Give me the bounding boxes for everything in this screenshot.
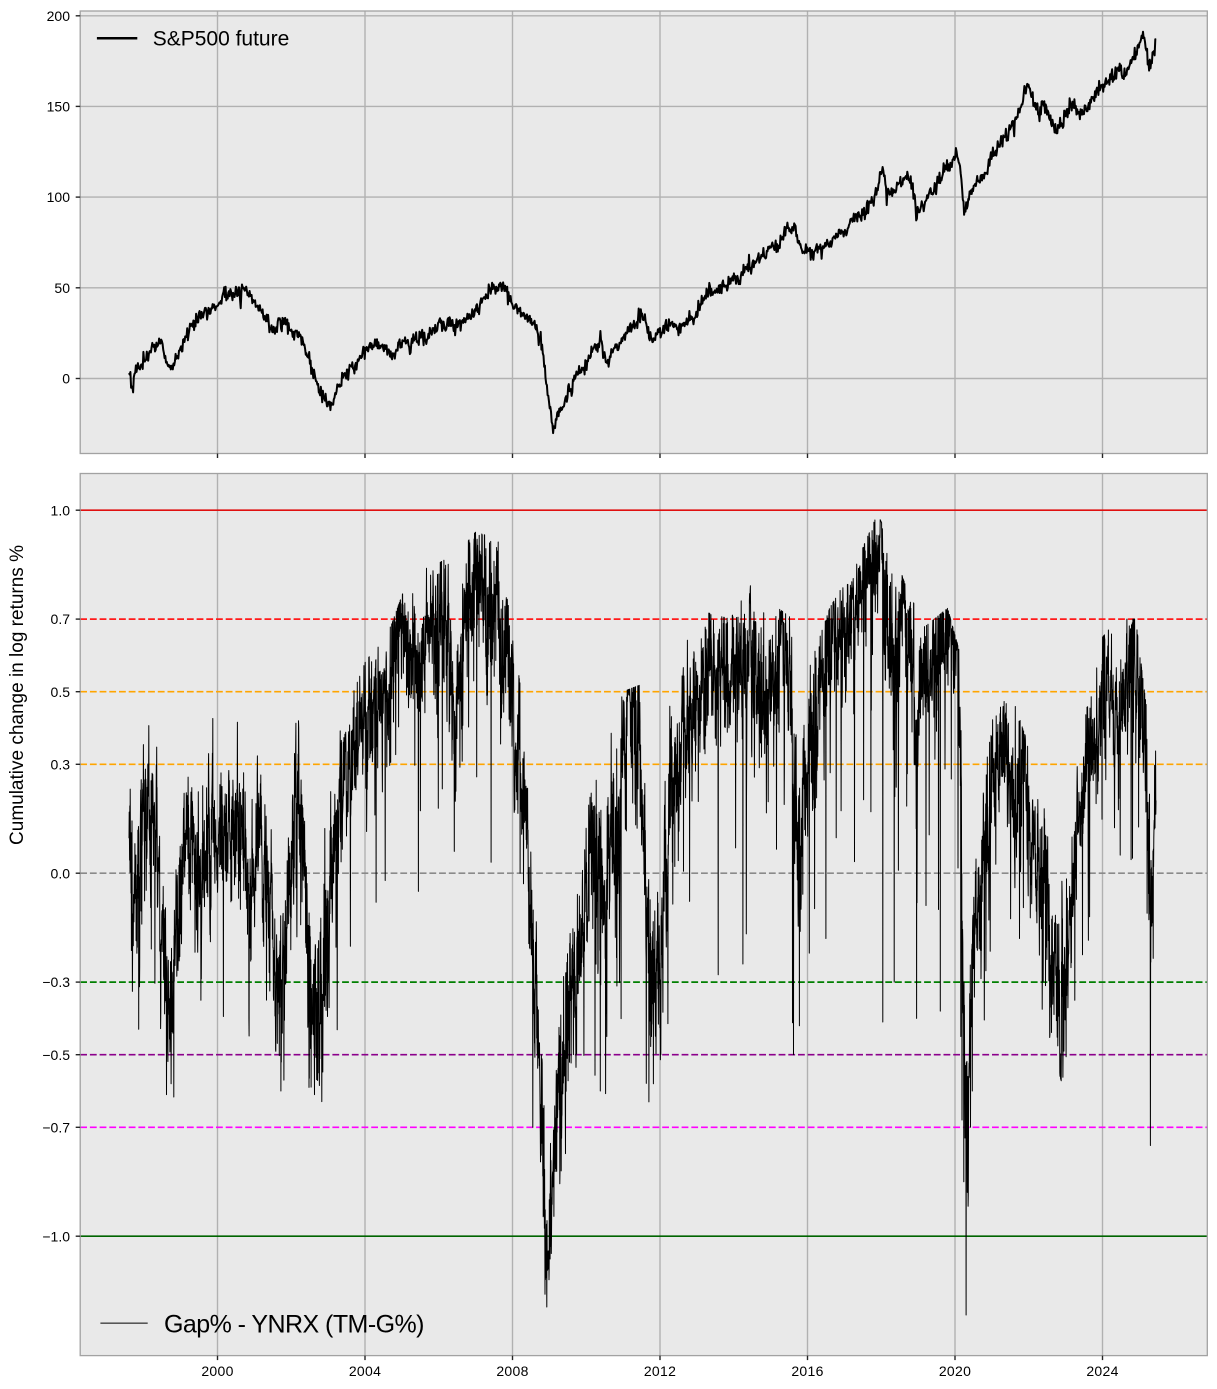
svg-text:−0.5: −0.5 <box>42 1047 70 1063</box>
svg-text:2016: 2016 <box>791 1363 823 1379</box>
svg-text:150: 150 <box>47 99 71 115</box>
svg-text:2012: 2012 <box>644 1363 676 1379</box>
svg-text:2000: 2000 <box>201 1363 233 1379</box>
svg-text:−0.3: −0.3 <box>42 974 70 990</box>
svg-text:S&P500 future: S&P500 future <box>153 28 290 51</box>
svg-text:200: 200 <box>47 8 71 24</box>
svg-text:2024: 2024 <box>1086 1363 1118 1379</box>
svg-text:2004: 2004 <box>349 1363 381 1379</box>
svg-text:2020: 2020 <box>939 1363 971 1379</box>
svg-text:2008: 2008 <box>496 1363 528 1379</box>
svg-text:−1.0: −1.0 <box>42 1228 70 1244</box>
svg-text:Cumulative change in log retur: Cumulative change in log returns % <box>7 545 28 845</box>
svg-text:1.0: 1.0 <box>51 502 71 518</box>
svg-text:0: 0 <box>62 371 70 387</box>
svg-text:100: 100 <box>47 189 71 205</box>
svg-text:0.0: 0.0 <box>51 865 71 881</box>
svg-text:50: 50 <box>54 280 70 296</box>
svg-text:0.7: 0.7 <box>51 611 71 627</box>
svg-text:Gap% - YNRX (TM-G%): Gap% - YNRX (TM-G%) <box>164 1311 424 1339</box>
svg-text:0.3: 0.3 <box>51 756 71 772</box>
svg-text:0.5: 0.5 <box>51 684 71 700</box>
svg-text:−0.7: −0.7 <box>42 1119 70 1135</box>
